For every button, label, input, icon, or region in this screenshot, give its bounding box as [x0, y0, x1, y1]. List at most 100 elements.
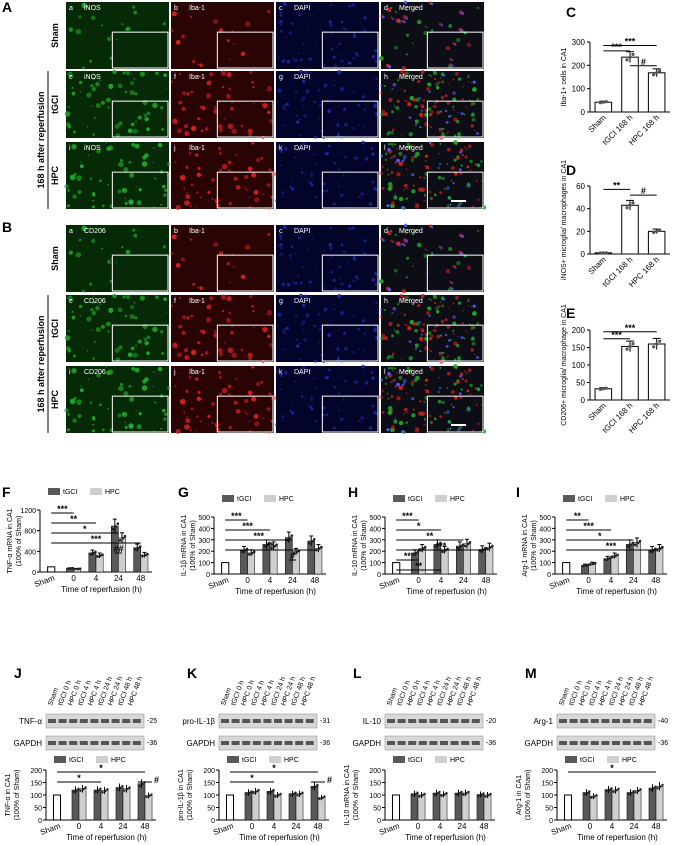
cell-dot	[171, 234, 177, 240]
blot-band	[612, 719, 620, 723]
data-point	[639, 788, 642, 791]
cell-dot	[428, 314, 432, 318]
cell-dot	[290, 34, 293, 36]
cell-dot	[201, 354, 203, 357]
cell-dot	[333, 162, 337, 165]
cell-dot	[81, 2, 87, 9]
cell-dot	[426, 26, 428, 29]
cell-dot	[329, 3, 333, 6]
cell-dot	[262, 193, 265, 196]
blot-band	[101, 741, 109, 745]
x-axis-label: Time of reperfusion (h)	[66, 833, 147, 842]
data-point	[658, 339, 662, 343]
cell-dot	[428, 90, 432, 94]
cell-dot	[135, 120, 138, 123]
cell-dot	[282, 2, 287, 6]
micrograph-tile	[276, 2, 379, 69]
cell-dot	[473, 326, 476, 329]
cell-dot	[337, 294, 342, 298]
cell-dot	[453, 158, 457, 162]
blot-label: GAPDH	[353, 739, 382, 748]
cell-dot	[460, 252, 464, 256]
cell-dot	[320, 130, 322, 133]
data-point	[133, 548, 137, 551]
cell-dot	[371, 303, 373, 305]
data-point	[270, 790, 273, 793]
y-axis-label: pro-IL-1β in CA1	[178, 769, 185, 821]
cell-dot	[88, 282, 93, 286]
cell-dot	[299, 358, 302, 361]
cell-dot	[217, 348, 223, 354]
cell-dot	[344, 156, 347, 159]
blot-band	[122, 719, 131, 723]
cell-dot	[343, 108, 346, 111]
cell-dot	[471, 87, 477, 92]
cell-dot	[391, 110, 394, 114]
cell-dot	[300, 99, 303, 102]
tile-letter: c	[279, 228, 283, 235]
cell-dot	[86, 350, 89, 352]
cell-dot	[457, 77, 462, 81]
y-tick-label: 500	[539, 515, 551, 522]
sig-mark: *	[598, 531, 602, 541]
data-point	[119, 786, 122, 790]
cell-dot	[384, 376, 388, 380]
blot-band	[263, 719, 272, 723]
bar-sham	[221, 562, 230, 575]
cell-dot	[339, 417, 344, 422]
x-tick-label: 4	[272, 822, 277, 831]
cell-dot	[406, 392, 408, 394]
data-point	[630, 791, 633, 794]
cell-dot	[443, 412, 446, 414]
sig-mark: *	[417, 521, 421, 531]
cell-dot	[67, 71, 73, 77]
cell-dot	[380, 154, 383, 158]
tile-label: CD206	[84, 298, 106, 305]
tile-label: Merged	[399, 74, 423, 81]
data-point	[299, 792, 302, 796]
cell-dot	[466, 265, 471, 270]
cell-dot	[383, 84, 386, 88]
data-point	[607, 557, 610, 561]
cell-dot	[340, 243, 344, 247]
cell-dot	[357, 104, 361, 107]
cell-dot	[185, 390, 189, 393]
data-point	[141, 782, 144, 786]
y-tick-label: 200	[198, 549, 210, 556]
tile-label: DAPI	[294, 145, 310, 152]
cell-dot	[321, 189, 325, 193]
panel-letter-B: B	[2, 219, 12, 235]
sig-mark: **	[574, 511, 582, 521]
cell-dot	[449, 280, 452, 284]
data-point	[288, 536, 292, 540]
data-point	[126, 787, 129, 791]
cell-dot	[91, 205, 95, 209]
data-point	[655, 342, 659, 346]
cell-dot	[430, 74, 433, 78]
cell-dot	[451, 59, 454, 62]
cell-dot	[475, 404, 478, 406]
cell-dot	[456, 380, 460, 384]
cell-dot	[281, 415, 284, 418]
cell-dot	[442, 74, 446, 77]
data-point	[604, 558, 607, 561]
cell-dot	[163, 193, 167, 197]
cell-dot	[136, 200, 142, 206]
cell-dot	[291, 189, 294, 192]
data-point	[631, 52, 635, 57]
data-point	[656, 548, 659, 552]
cell-dot	[175, 148, 177, 150]
cell-dot	[284, 36, 286, 38]
data-point	[248, 791, 251, 794]
y-tick-label: 0	[206, 572, 210, 579]
x-tick-label: 24	[630, 822, 639, 831]
cell-dot	[87, 154, 90, 156]
cell-dot	[118, 161, 124, 168]
cell-dot	[218, 375, 222, 379]
cell-dot	[435, 310, 440, 314]
x-tick-label: 24	[288, 576, 297, 585]
cell-dot	[438, 386, 442, 390]
panel-letter-E: E	[566, 305, 575, 321]
cell-dot	[325, 189, 329, 192]
data-point	[614, 554, 617, 558]
